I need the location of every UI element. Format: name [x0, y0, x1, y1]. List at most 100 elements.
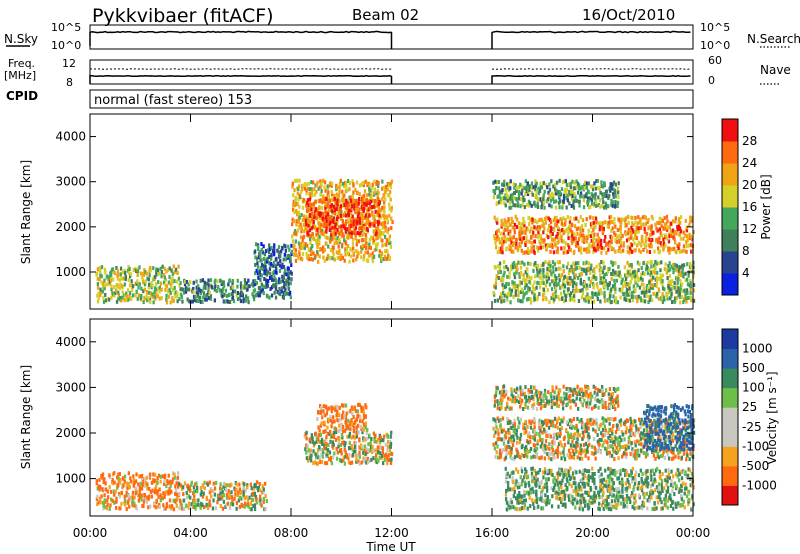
power-cell: [259, 253, 262, 258]
power-cell: [655, 284, 658, 289]
power-cell: [330, 197, 333, 202]
power-cell: [95, 272, 99, 276]
power-cell: [246, 296, 250, 301]
power-cell: [278, 269, 282, 273]
velocity-cell: [562, 454, 566, 459]
power-cell: [569, 185, 572, 190]
power-cell: [298, 252, 301, 257]
velocity-cell: [308, 451, 311, 456]
power-cell: [302, 214, 305, 219]
power-cell: [327, 202, 330, 207]
velocity-cell: [600, 431, 603, 436]
power-cell: [310, 246, 313, 251]
velocity-cell: [499, 423, 502, 428]
power-cell: [536, 220, 539, 225]
power-cell: [271, 277, 274, 282]
power-cell: [573, 298, 576, 303]
power-cell: [572, 205, 576, 210]
power-cell: [631, 215, 634, 220]
power-cell: [564, 221, 567, 226]
velocity-cell: [532, 435, 535, 440]
velocity-cell: [540, 424, 544, 429]
velocity-cell: [99, 485, 102, 489]
velocity-cell: [638, 417, 641, 422]
power-cell: [573, 281, 576, 285]
power-cell: [153, 290, 156, 295]
power-cell: [366, 181, 369, 186]
velocity-cell: [253, 507, 257, 511]
power-cell: [333, 193, 336, 198]
power-cell: [559, 274, 562, 279]
power-cell: [570, 268, 573, 273]
power-cell: [342, 181, 345, 186]
power-cell: [326, 204, 329, 209]
velocity-cell: [663, 455, 666, 460]
power-cell: [510, 205, 513, 210]
velocity-cell: [110, 497, 113, 502]
power-cell: [367, 259, 370, 264]
velocity-cell: [147, 496, 150, 501]
power-cell: [288, 247, 291, 252]
power-cell: [117, 296, 120, 301]
power-cell: [608, 266, 611, 271]
power-cell: [546, 185, 549, 190]
power-cell: [594, 248, 597, 253]
power-cell: [627, 214, 630, 219]
velocity-cell: [158, 487, 161, 492]
velocity-cell: [576, 437, 579, 442]
power-cell: [286, 254, 289, 259]
power-cell: [117, 290, 120, 295]
power-cell: [374, 202, 377, 207]
power-cell: [559, 285, 562, 290]
power-cell: [303, 246, 306, 251]
power-cell: [612, 284, 615, 289]
velocity-cell: [324, 461, 327, 466]
power-cell: [494, 265, 497, 270]
velocity-cell: [560, 426, 563, 431]
velocity-cell: [228, 505, 232, 510]
power-cell: [151, 292, 154, 297]
power-cell: [508, 223, 511, 228]
power-cell: [500, 278, 503, 283]
power-cell: [99, 293, 102, 297]
velocity-cell: [223, 481, 226, 486]
power-cell: [587, 266, 590, 271]
velocity-cell: [616, 449, 620, 454]
power-cell: [374, 226, 378, 231]
power-cell: [515, 263, 518, 268]
velocity-cell: [668, 456, 671, 461]
power-cell: [624, 273, 627, 278]
power-cell: [250, 282, 254, 287]
power-cell: [197, 298, 200, 303]
velocity-cell: [315, 436, 319, 441]
velocity-cell: [571, 449, 575, 454]
velocity-cell: [187, 505, 191, 510]
power-cell: [654, 222, 657, 227]
velocity-cell: [137, 482, 140, 487]
velocity-cell: [497, 436, 500, 441]
velocity-cell: [549, 423, 552, 428]
power-cell: [345, 246, 348, 251]
velocity-cell: [362, 450, 365, 455]
power-cell: [325, 215, 328, 220]
power-cell: [108, 297, 111, 302]
velocity-cell: [185, 490, 188, 495]
power-cell: [259, 286, 262, 291]
velocity-cell: [373, 439, 376, 444]
power-colorbar-swatch: [722, 141, 738, 164]
velocity-cell: [618, 419, 621, 424]
power-cell: [680, 282, 684, 287]
power-cell: [243, 278, 247, 283]
velocity-cell: [539, 428, 542, 433]
power-cell: [662, 226, 665, 231]
power-cell: [265, 278, 268, 283]
power-cell: [565, 280, 568, 285]
velocity-cell: [123, 494, 126, 499]
power-cell: [607, 195, 610, 200]
power-cell: [557, 190, 560, 195]
power-cell: [513, 191, 516, 195]
velocity-cell: [688, 457, 691, 462]
velocity-cell: [120, 501, 123, 506]
power-cell: [557, 282, 560, 286]
power-cell: [160, 274, 163, 279]
